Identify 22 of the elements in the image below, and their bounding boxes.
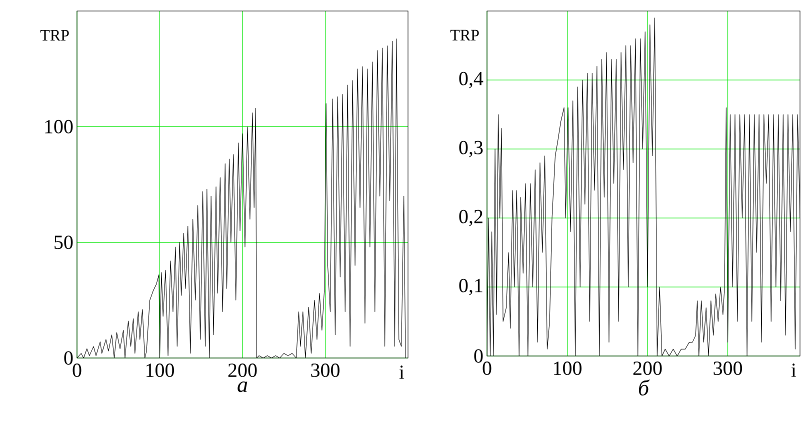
- x-tick-label: 300: [714, 362, 742, 376]
- text: а: [238, 382, 248, 392]
- y-tick-label: 50: [54, 236, 73, 250]
- x-tick-label: 200: [228, 364, 257, 378]
- x-tick-label: 200: [633, 362, 662, 376]
- x-tick-label: 0: [72, 364, 82, 378]
- y-axis-title: TRP: [450, 30, 479, 40]
- text: б: [638, 380, 650, 396]
- y-tick-label: 100: [45, 120, 73, 134]
- x-tick-label: 100: [554, 362, 582, 376]
- y-axis-title: TRP: [40, 30, 69, 41]
- y-tick-label: 0: [474, 349, 483, 363]
- y-tick-label: 0,1: [459, 278, 482, 296]
- y-tick-label: 0,4: [459, 72, 484, 88]
- x-axis-title: i: [791, 364, 796, 377]
- x-axis-title: i: [399, 366, 404, 379]
- x-tick-label: 300: [311, 364, 340, 378]
- y-tick-label: 0,3: [459, 140, 483, 158]
- y-tick-label: 0: [64, 351, 73, 365]
- x-tick-label: 100: [146, 364, 174, 378]
- x-tick-label: 0: [482, 362, 492, 376]
- y-tick-label: 0,2: [459, 210, 482, 226]
